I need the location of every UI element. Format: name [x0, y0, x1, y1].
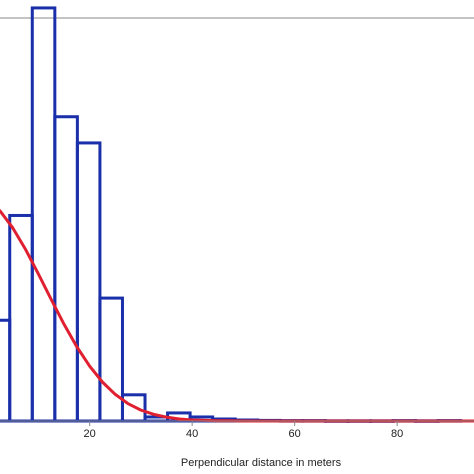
x-axis-title: Perpendicular distance in meters [181, 457, 342, 469]
x-tick-label: 80 [391, 428, 403, 440]
x-tick-label: 40 [186, 428, 198, 440]
x-axis-ticks: 20 40 60 80 [84, 421, 403, 440]
x-tick-label: 60 [289, 428, 301, 440]
x-tick-label: 20 [84, 428, 96, 440]
